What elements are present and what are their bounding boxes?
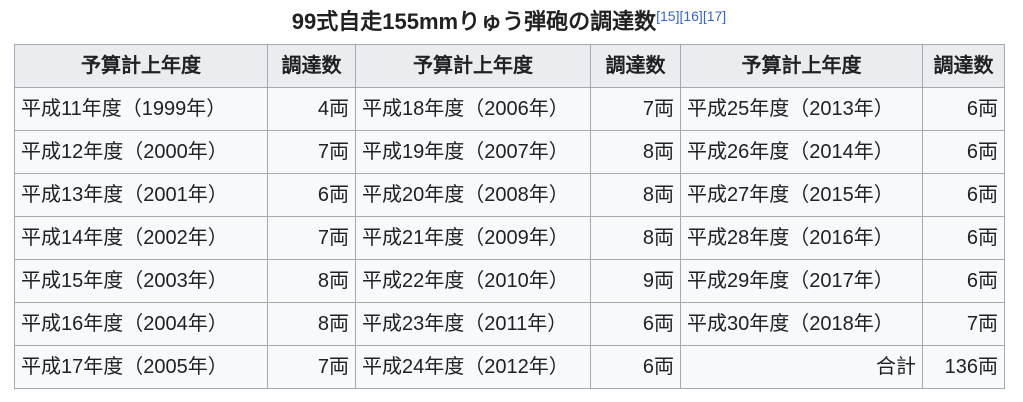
table-row: 平成11年度（1999年） 4両 平成18年度（2006年） 7両 平成25年度… xyxy=(14,87,1005,131)
table-row: 平成15年度（2003年） 8両 平成22年度（2010年） 9両 平成29年度… xyxy=(14,259,1005,303)
year-cell: 平成24年度（2012年） xyxy=(355,345,591,389)
count-cell: 8両 xyxy=(267,302,356,346)
reference-link-17[interactable]: [17] xyxy=(702,8,727,25)
table-header-row: 予算計上年度 調達数 予算計上年度 調達数 予算計上年度 調達数 xyxy=(14,44,1005,88)
header-fiscal-year-2: 予算計上年度 xyxy=(355,44,591,88)
header-fiscal-year-3: 予算計上年度 xyxy=(680,44,923,88)
table-row-total: 平成17年度（2005年） 7両 平成24年度（2012年） 6両 合計 136… xyxy=(14,345,1005,389)
count-cell: 8両 xyxy=(267,259,356,303)
count-cell: 7両 xyxy=(590,87,681,131)
year-cell: 平成27年度（2015年） xyxy=(680,173,923,217)
count-cell: 6両 xyxy=(590,345,681,389)
year-cell: 平成28年度（2016年） xyxy=(680,216,923,260)
reference-group: [15][16][17] xyxy=(656,9,726,34)
count-cell: 7両 xyxy=(922,302,1005,346)
count-cell: 8両 xyxy=(590,216,681,260)
table-caption: 99式自走155mmりゅう弾砲の調達数[15][16][17] xyxy=(14,7,1004,37)
year-cell: 平成20年度（2008年） xyxy=(355,173,591,217)
year-cell: 平成14年度（2002年） xyxy=(14,216,268,260)
year-cell: 平成18年度（2006年） xyxy=(355,87,591,131)
count-cell: 6両 xyxy=(922,259,1005,303)
count-cell: 6両 xyxy=(267,173,356,217)
header-count-2: 調達数 xyxy=(590,44,681,88)
year-cell: 平成26年度（2014年） xyxy=(680,130,923,174)
year-cell: 平成16年度（2004年） xyxy=(14,302,268,346)
year-cell: 平成23年度（2011年） xyxy=(355,302,591,346)
year-cell: 平成12年度（2000年） xyxy=(14,130,268,174)
table-title: 99式自走155mmりゅう弾砲の調達数 xyxy=(291,9,657,34)
count-cell: 7両 xyxy=(267,216,356,260)
table-row: 平成12年度（2000年） 7両 平成19年度（2007年） 8両 平成26年度… xyxy=(14,130,1005,174)
count-cell: 6両 xyxy=(922,173,1005,217)
count-cell: 6両 xyxy=(922,87,1005,131)
year-cell: 平成21年度（2009年） xyxy=(355,216,591,260)
table-row: 平成13年度（2001年） 6両 平成20年度（2008年） 8両 平成27年度… xyxy=(14,173,1005,217)
year-cell: 平成22年度（2010年） xyxy=(355,259,591,303)
header-count-3: 調達数 xyxy=(922,44,1005,88)
header-count-1: 調達数 xyxy=(267,44,356,88)
count-cell: 9両 xyxy=(590,259,681,303)
year-cell: 平成30年度（2018年） xyxy=(680,302,923,346)
table-row: 平成16年度（2004年） 8両 平成23年度（2011年） 6両 平成30年度… xyxy=(14,302,1005,346)
count-cell: 7両 xyxy=(267,130,356,174)
reference-link-15[interactable]: [15] xyxy=(656,8,680,25)
year-cell: 平成17年度（2005年） xyxy=(14,345,268,389)
count-cell: 6両 xyxy=(922,216,1005,260)
year-cell: 平成15年度（2003年） xyxy=(14,259,268,303)
header-fiscal-year-1: 予算計上年度 xyxy=(14,44,268,88)
count-cell: 8両 xyxy=(590,173,681,217)
year-cell: 平成13年度（2001年） xyxy=(14,173,268,217)
year-cell: 平成25年度（2013年） xyxy=(680,87,923,131)
year-cell: 平成11年度（1999年） xyxy=(14,87,268,131)
table-row: 平成14年度（2002年） 7両 平成21年度（2009年） 8両 平成28年度… xyxy=(14,216,1005,260)
total-value-cell: 136両 xyxy=(922,345,1005,389)
reference-link-16[interactable]: [16] xyxy=(679,8,703,25)
article-content: 99式自走155mmりゅう弾砲の調達数[15][16][17] 予算計上年度 調… xyxy=(14,7,1005,389)
count-cell: 6両 xyxy=(590,302,681,346)
total-label-cell: 合計 xyxy=(680,345,923,389)
count-cell: 8両 xyxy=(590,130,681,174)
count-cell: 6両 xyxy=(922,130,1005,174)
year-cell: 平成29年度（2017年） xyxy=(680,259,923,303)
count-cell: 7両 xyxy=(267,345,356,389)
procurement-table: 予算計上年度 調達数 予算計上年度 調達数 予算計上年度 調達数 平成11年度（… xyxy=(14,44,1005,389)
year-cell: 平成19年度（2007年） xyxy=(355,130,591,174)
count-cell: 4両 xyxy=(267,87,356,131)
